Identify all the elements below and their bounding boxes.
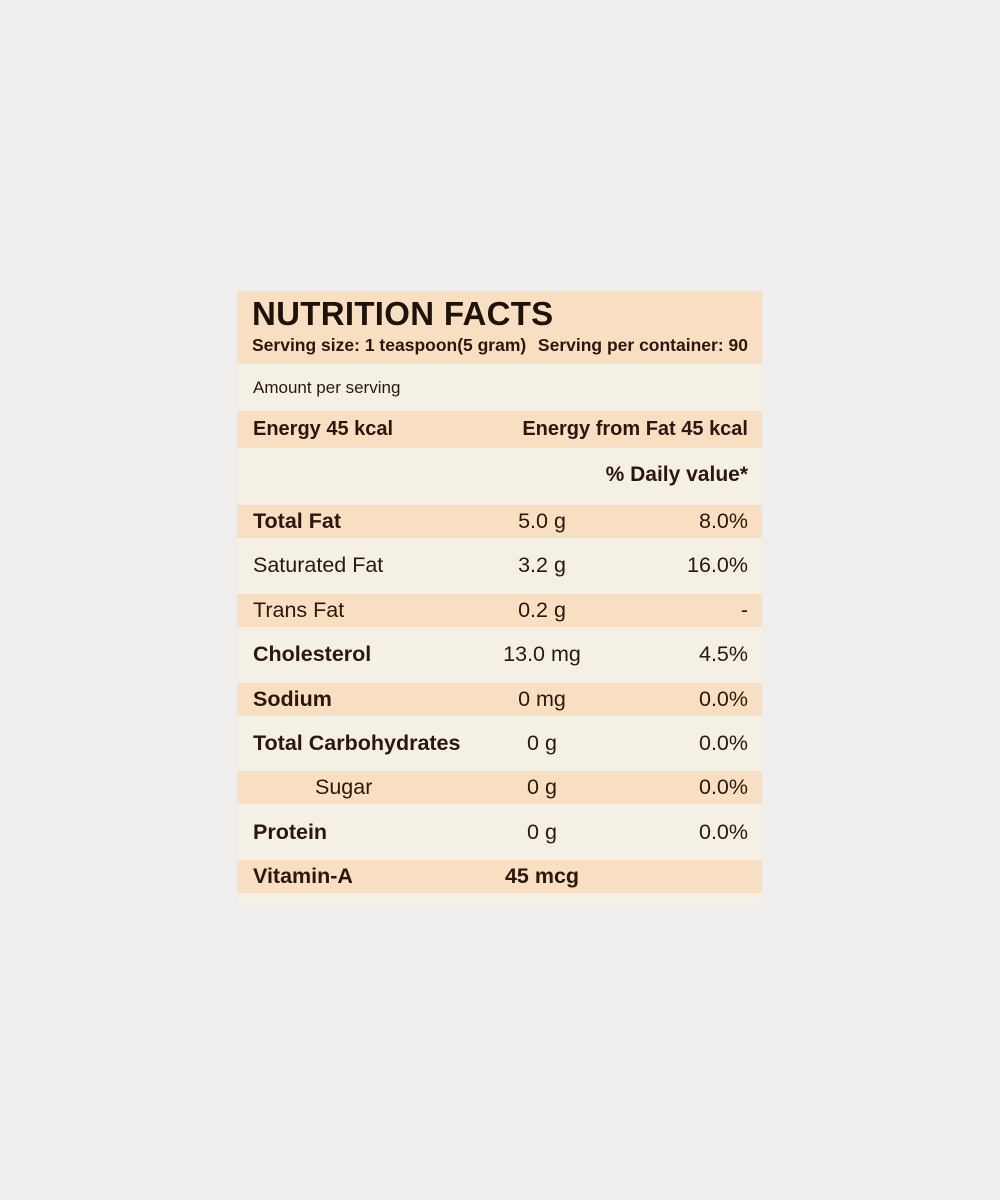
nutrient-amount: 0 g (527, 775, 557, 800)
nutrient-name: Cholesterol (253, 642, 372, 667)
label-title: NUTRITION FACTS (252, 295, 554, 332)
nutrition-facts-label: NUTRITION FACTS Serving size: 1 teaspoon… (237, 291, 762, 905)
nutrient-amount: 0.2 g (518, 597, 566, 622)
amount-per-serving-row: Amount per serving (237, 364, 762, 411)
nutrient-amount: 0 g (527, 730, 557, 755)
energy-from-fat-text: Energy from Fat 45 kcal (522, 418, 748, 440)
nutrient-row: Protein 0 g 0.0% (237, 816, 762, 849)
nutrient-amount: 3.2 g (518, 553, 566, 578)
nutrient-amount: 5.0 g (518, 509, 566, 533)
nutrient-amount: 13.0 mg (503, 642, 581, 667)
nutrient-amount: 0 mg (518, 686, 566, 711)
nutrient-daily-value: 0.0% (698, 819, 748, 844)
energy-row: Energy 45 kcal Energy from Fat 45 kcal (237, 411, 762, 448)
daily-value-header-row: % Daily value* (237, 448, 762, 505)
nutrient-name: Sodium (253, 686, 332, 711)
energy-text: Energy 45 kcal (253, 418, 394, 440)
label-header: NUTRITION FACTS Serving size: 1 teaspoon… (237, 291, 762, 364)
nutrient-row: Sugar 0 g 0.0% (237, 771, 762, 805)
nutrient-name: Saturated Fat (253, 553, 384, 578)
nutrient-daily-value: 4.5% (698, 642, 748, 667)
nutrient-row: Saturated Fat 3.2 g 16.0% (237, 549, 762, 582)
nutrient-name: Total Carbohydrates (253, 730, 461, 755)
nutrient-daily-value: 0.0% (698, 730, 748, 755)
nutrient-name: Protein (253, 819, 328, 844)
nutrient-daily-value: 16.0% (687, 553, 748, 578)
serving-per-container-text: Serving per container: 90 (537, 335, 748, 355)
nutrient-daily-value: 0.0% (698, 686, 748, 711)
nutrient-daily-value: 8.0% (698, 509, 748, 533)
nutrient-amount: 45 mcg (504, 864, 580, 888)
nutrient-name: Sugar (315, 775, 373, 800)
nutrient-row: Total Fat 5.0 g 8.0% (237, 505, 762, 539)
nutrient-daily-value: 0.0% (698, 775, 748, 800)
nutrient-row: Vitamin-A 45 mcg (237, 860, 762, 894)
amount-per-serving-text: Amount per serving (253, 378, 401, 397)
nutrient-name: Vitamin-A (253, 864, 353, 888)
nutrient-name: Trans Fat (253, 597, 345, 622)
nutrient-row: Trans Fat 0.2 g - (237, 593, 762, 627)
nutrient-row: Sodium 0 mg 0.0% (237, 682, 762, 716)
daily-value-header-text: % Daily value* (605, 463, 748, 486)
nutrient-amount: 0 g (527, 819, 557, 844)
nutrient-row: Cholesterol 13.0 mg 4.5% (237, 638, 762, 671)
serving-size-text: Serving size: 1 teaspoon(5 gram) (252, 335, 527, 355)
serving-info-row: Serving size: 1 teaspoon(5 gram) Serving… (252, 335, 748, 356)
nutrient-rows: Total Fat 5.0 g 8.0% Saturated Fat 3.2 g… (237, 505, 762, 894)
nutrient-daily-value: - (740, 597, 748, 622)
nutrient-row: Total Carbohydrates 0 g 0.0% (237, 727, 762, 760)
nutrient-name: Total Fat (253, 509, 341, 533)
